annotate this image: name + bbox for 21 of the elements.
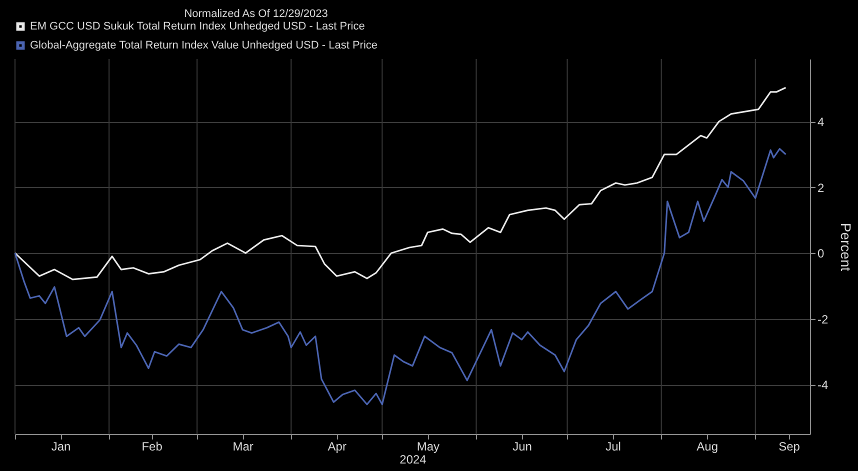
x-tick-label: Jan [51,440,71,454]
x-tick-label: Jul [606,440,621,454]
x-tick-label: May [416,440,440,454]
y-tick-label: -2 [818,312,828,326]
x-tick-label: Mar [232,440,254,454]
x-tick-label: Aug [696,440,718,454]
x-axis-title: 2024 [400,452,427,466]
x-tick-label: Feb [142,440,163,454]
y-axis-title: Percent [838,222,854,272]
chart-title: Normalized As Of 12/29/2023 [184,8,328,20]
y-tick-label: 0 [818,246,824,261]
line-series [14,86,787,280]
y-tick-label: 2 [818,180,824,195]
x-tick-label: Sep [778,440,800,454]
legend-label: EM GCC USD Sukuk Total Return Index Unhedged USD - Last Price [30,20,365,32]
line-series [14,148,787,406]
y-tick-label: -4 [818,378,828,392]
y-tick-label: 4 [818,115,824,129]
legend-label: Global-Aggregate Total Return Index Value Unhedged USD - Last Price [30,40,378,52]
x-tick-label: Jun [512,440,532,454]
x-tick-label: Apr [328,440,346,454]
